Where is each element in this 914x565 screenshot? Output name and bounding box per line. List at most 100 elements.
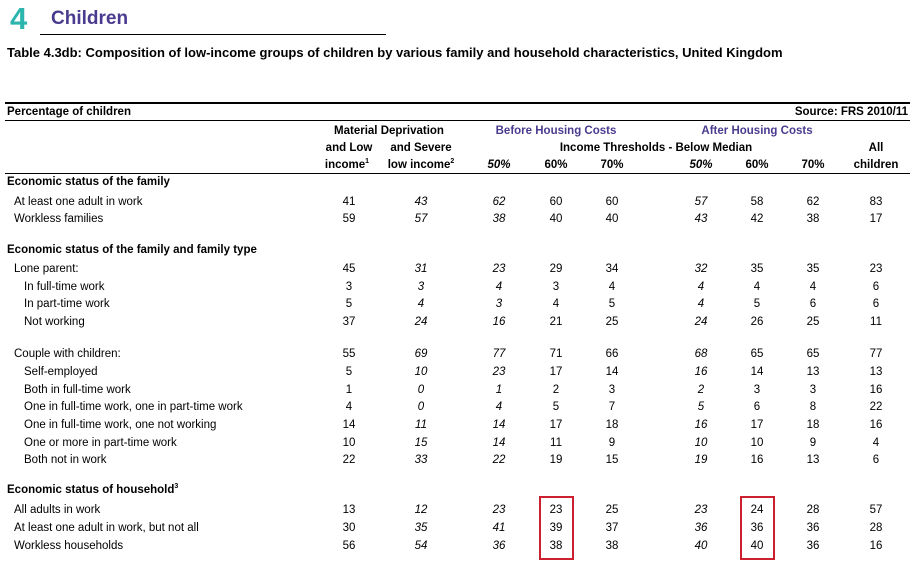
row-label: One in full-time work, one not working (24, 419, 217, 431)
table-cell: 8 (809, 401, 817, 413)
table-cell: 25 (605, 316, 619, 328)
table-cell: 45 (342, 263, 356, 275)
table-cell: 23 (492, 504, 506, 516)
table-cell: 4 (495, 401, 503, 413)
source-label: Source: FRS 2010/11 (794, 106, 908, 118)
table-cell: 38 (605, 540, 619, 552)
table-cell: 54 (414, 540, 428, 552)
row-label: All adults in work (14, 504, 101, 516)
row-label: One or more in part-time work (24, 437, 177, 449)
table-cell: 40 (549, 213, 563, 225)
table-cell: 29 (549, 263, 563, 275)
table-cell: 16 (869, 540, 883, 552)
table-cell: 42 (750, 213, 764, 225)
table-cell: 38 (492, 213, 506, 225)
table-cell: 25 (806, 316, 820, 328)
md-low-line3: income1 (324, 158, 370, 171)
table-cell: 71 (549, 348, 563, 360)
table-cell: 4 (872, 437, 880, 449)
row-label: Workless households (14, 540, 124, 552)
table-cell: 62 (492, 196, 506, 208)
table-cell: 77 (492, 348, 506, 360)
table-cell: 3 (345, 281, 353, 293)
all-children-line1: All (868, 142, 884, 154)
table-cell: 16 (694, 419, 708, 431)
table-cell: 43 (414, 196, 428, 208)
table-cell: 14 (342, 419, 356, 431)
section-heading: Economic status of the family (7, 176, 170, 188)
thresholds-header: Income Thresholds - Below Median (559, 142, 753, 154)
table-top-rule (5, 102, 910, 104)
table-cell: 40 (605, 213, 619, 225)
table-cell: 16 (869, 419, 883, 431)
table-cell: 5 (697, 401, 705, 413)
row-label: In full-time work (24, 281, 105, 293)
table-cell: 57 (869, 504, 883, 516)
table-cell: 36 (694, 522, 708, 534)
table-cell: 32 (694, 263, 708, 275)
table-cell: 36 (806, 540, 820, 552)
table-cell: 56 (342, 540, 356, 552)
table-cell: 13 (869, 366, 883, 378)
table-cell: 3 (552, 281, 560, 293)
table-cell: 17 (549, 366, 563, 378)
table-cell: 10 (414, 366, 428, 378)
table-cell: 15 (414, 437, 428, 449)
md-severe-line3: low income2 (387, 158, 455, 171)
table-cell: 6 (809, 298, 817, 310)
table-cell: 38 (549, 540, 563, 552)
table-cell: 36 (750, 522, 764, 534)
table-cell: 18 (806, 419, 820, 431)
table-cell: 4 (417, 298, 425, 310)
table-cell: 16 (869, 384, 883, 396)
table-cell: 22 (869, 401, 883, 413)
table-cell: 6 (753, 401, 761, 413)
table-cell: 10 (694, 437, 708, 449)
table-cell: 24 (750, 504, 764, 516)
table-cell: 77 (869, 348, 883, 360)
header-left-label: Percentage of children (7, 106, 131, 118)
table-cell: 13 (342, 504, 356, 516)
table-cell: 83 (869, 196, 883, 208)
table-cell: 4 (608, 281, 616, 293)
row-label: Not working (24, 316, 85, 328)
table-cell: 22 (342, 454, 356, 466)
table-cell: 5 (345, 298, 353, 310)
table-cell: 17 (750, 419, 764, 431)
table-cell: 14 (492, 419, 506, 431)
table-cell: 17 (549, 419, 563, 431)
all-children-line2: children (853, 159, 899, 171)
table-cell: 19 (694, 454, 708, 466)
row-label: Both not in work (24, 454, 107, 466)
header-bottom-rule (5, 173, 910, 174)
table-cell: 41 (342, 196, 356, 208)
table-cell: 28 (869, 522, 883, 534)
table-cell: 2 (697, 384, 705, 396)
table-cell: 23 (549, 504, 563, 516)
table-cell: 14 (492, 437, 506, 449)
table-cell: 17 (869, 213, 883, 225)
table-cell: 65 (806, 348, 820, 360)
table-cell: 40 (694, 540, 708, 552)
table-cell: 23 (869, 263, 883, 275)
table-cell: 6 (872, 281, 880, 293)
section-heading: Economic status of household3 (7, 483, 179, 496)
table-cell: 4 (697, 298, 705, 310)
table-cell: 34 (605, 263, 619, 275)
table-cell: 12 (414, 504, 428, 516)
chapter-number: 4 (10, 1, 28, 36)
table-cell: 36 (806, 522, 820, 534)
table-cell: 37 (605, 522, 619, 534)
table-cell: 3 (753, 384, 761, 396)
row-label: Couple with children: (14, 348, 121, 360)
table-cell: 1 (495, 384, 503, 396)
section-heading: Economic status of the family and family… (7, 244, 257, 256)
table-cell: 31 (414, 263, 428, 275)
table-cell: 9 (608, 437, 616, 449)
table-cell: 62 (806, 196, 820, 208)
table-cell: 40 (750, 540, 764, 552)
table-cell: 0 (417, 401, 425, 413)
row-label: At least one adult in work, but not all (14, 522, 199, 534)
bhc-header: Before Housing Costs (495, 125, 617, 137)
table-cell: 59 (342, 213, 356, 225)
